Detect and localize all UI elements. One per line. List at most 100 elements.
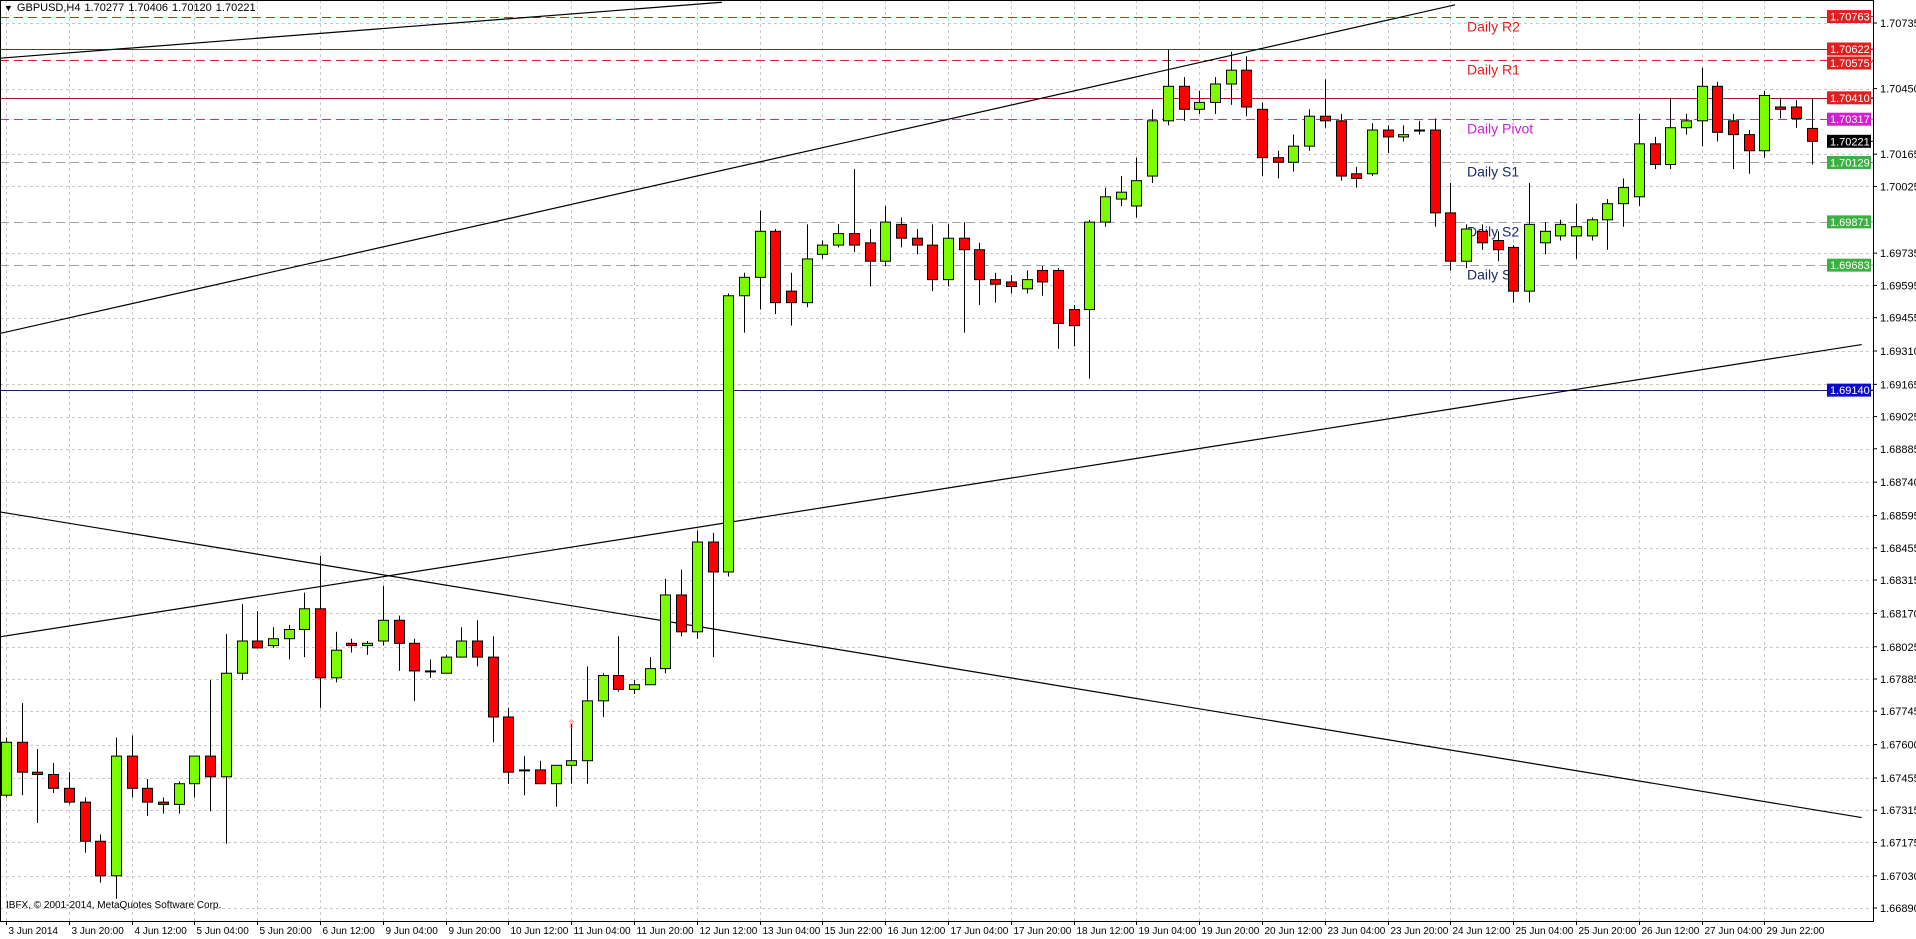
time-tick-label: 27 Jun 04:00 <box>1705 926 1763 937</box>
candle-bullish <box>723 295 734 573</box>
candle-bearish <box>1037 269 1048 283</box>
candle-bullish <box>1398 134 1409 138</box>
time-tick-label: 13 Jun 04:00 <box>763 926 821 937</box>
time-tick-label: 26 Jun 12:00 <box>1642 926 1700 937</box>
candle-bullish <box>362 642 373 647</box>
price-tick-label: 1.67030 <box>1880 871 1916 883</box>
candle-bearish <box>613 675 624 690</box>
price-tick-label: 1.69595 <box>1880 280 1916 292</box>
candle-bearish <box>959 237 970 251</box>
candle-bullish <box>598 675 609 702</box>
time-tick-label: 19 Jun 04:00 <box>1139 926 1197 937</box>
candle-bullish <box>1 741 12 796</box>
time-tick-label: 11 Jun 20:00 <box>637 926 695 937</box>
time-tick-label: 18 Jun 12:00 <box>1077 926 1135 937</box>
candle-bearish <box>1477 230 1488 244</box>
price-tag <box>1827 215 1871 229</box>
candle-bearish <box>1320 115 1331 122</box>
price-tag-label: 1.70763 <box>1830 12 1870 24</box>
price-tick-label: 1.69165 <box>1880 379 1916 391</box>
candle-bullish <box>1288 145 1299 163</box>
candle-bearish <box>1179 85 1190 110</box>
candle-bullish <box>1571 226 1582 237</box>
candle-bullish <box>1367 129 1378 175</box>
price-tick-label: 1.69455 <box>1880 313 1916 325</box>
candle-bullish <box>566 760 577 766</box>
time-tick-label: 29 Jun 22:00 <box>1767 926 1825 937</box>
candle-bearish <box>770 230 781 304</box>
candle-bearish <box>488 656 499 718</box>
ohlc-open: 1.70277 <box>84 2 125 14</box>
candle-bullish <box>582 700 593 762</box>
price-tag-label: 1.69140 <box>1830 385 1870 397</box>
price-tick-label: 1.67600 <box>1880 740 1916 752</box>
candle-bearish <box>17 741 28 773</box>
candle-bearish <box>1351 173 1362 179</box>
candle-bearish <box>912 237 923 246</box>
candle-bearish <box>142 787 153 803</box>
candle-bullish <box>456 640 467 658</box>
time-tick-label: 25 Jun 20:00 <box>1579 926 1637 937</box>
candle-bullish <box>1131 180 1142 207</box>
candle-bearish <box>1241 69 1252 108</box>
chart-header: ▼ GBPUSD,H4 1.70277 1.70406 1.70120 1.70… <box>4 2 256 14</box>
price-tick-label: 1.67315 <box>1880 805 1916 817</box>
candle-bullish <box>1022 279 1033 290</box>
candle-bearish <box>1791 106 1802 120</box>
time-tick-label: 16 Jun 12:00 <box>888 926 946 937</box>
candle-bearish <box>990 279 1001 285</box>
candle-bullish <box>1618 187 1629 205</box>
price-tick-label: 1.68455 <box>1880 543 1916 555</box>
candle-bullish <box>1634 143 1645 198</box>
price-tag <box>1827 155 1871 169</box>
time-tick-label: 20 Jun 12:00 <box>1265 926 1323 937</box>
candle-bearish <box>1650 143 1661 166</box>
ohlc-close: 1.70221 <box>215 2 256 14</box>
candle-bearish <box>472 640 483 658</box>
price-tag-label: 1.69871 <box>1830 217 1870 229</box>
candle-bearish <box>80 801 91 842</box>
candle-bearish <box>48 774 59 789</box>
trend-line <box>0 511 1862 819</box>
candle-bearish <box>1807 127 1818 142</box>
candle-bearish <box>1430 129 1441 214</box>
candle-bullish <box>1194 101 1205 110</box>
candle-bullish <box>1524 223 1535 292</box>
price-tag <box>1827 91 1871 105</box>
price-tag <box>1827 56 1871 70</box>
price-tick-label: 1.67745 <box>1880 706 1916 718</box>
price-tick-label: 1.69310 <box>1880 346 1916 358</box>
candle-bullish <box>1555 223 1566 237</box>
candle-bearish <box>158 801 169 805</box>
triangle-down-icon[interactable]: ▼ <box>4 3 13 13</box>
time-tick-label: 24 Jun 12:00 <box>1453 926 1511 937</box>
price-tick-label: 1.69025 <box>1880 412 1916 424</box>
candle-bearish <box>1257 108 1268 159</box>
candle-bullish <box>692 541 703 633</box>
price-tag-label: 1.70129 <box>1830 157 1870 169</box>
time-tick-label: 23 Jun 04:00 <box>1328 926 1386 937</box>
candle-bearish <box>974 249 985 281</box>
time-tick-label: 3 Jun 20:00 <box>72 926 125 937</box>
candle-bullish <box>268 638 279 647</box>
time-tick-label: 6 Jun 12:00 <box>323 926 376 937</box>
price-tag-label: 1.69683 <box>1830 260 1870 272</box>
candle-bearish <box>1508 246 1519 292</box>
time-tick-label: 5 Jun 20:00 <box>260 926 313 937</box>
candle-bearish <box>394 619 405 644</box>
candle-bullish <box>425 670 436 673</box>
candle-bullish <box>660 594 671 670</box>
candle-bearish <box>252 640 263 649</box>
candle-bullish <box>880 221 891 262</box>
candle-bullish <box>174 783 185 805</box>
candle-bullish <box>551 764 562 785</box>
candle-bullish <box>519 769 530 772</box>
price-tick-label: 1.66890 <box>1880 903 1916 915</box>
candle-bearish <box>315 608 326 679</box>
time-tick-label: 4 Jun 12:00 <box>135 926 188 937</box>
time-tick-label: 17 Jun 20:00 <box>1014 926 1072 937</box>
time-tick-label: 17 Jun 04:00 <box>951 926 1009 937</box>
candle-bullish <box>331 649 342 679</box>
candle-bearish <box>1712 85 1723 133</box>
